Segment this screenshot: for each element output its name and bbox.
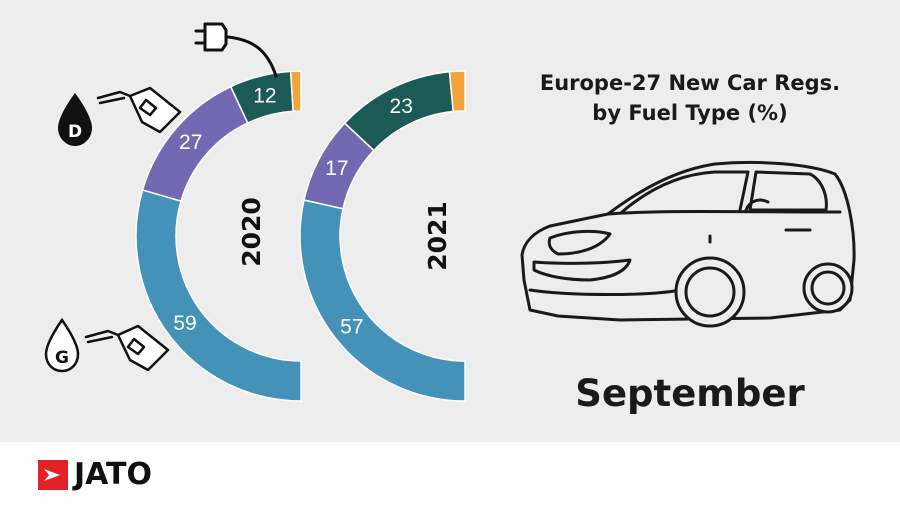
diesel-pump-icon: D <box>58 86 182 146</box>
data-label-2021-electrified: 23 <box>390 95 413 118</box>
jato-logo-icon <box>38 460 68 490</box>
year-label-2020: 2020 <box>237 197 266 267</box>
data-label-2021-diesel: 17 <box>325 157 348 180</box>
jato-logo: JATO <box>38 458 152 492</box>
data-label-2020-diesel: 27 <box>179 131 202 154</box>
plug-icon <box>194 22 278 78</box>
slice-2020-gasoline <box>135 189 302 402</box>
gasoline-pump-icon: G <box>44 317 170 373</box>
slice-2020-other <box>289 70 302 113</box>
chart-title-line-1: Europe-27 New Car Regs. <box>539 71 841 95</box>
car-icon <box>520 160 856 328</box>
slice-2021-other <box>448 70 466 113</box>
diesel-drop-letter: D <box>68 122 82 142</box>
half-donut-charts: 59 27 12 2020 57 17 23 2021 D G <box>44 22 466 402</box>
month-label: September <box>575 372 805 415</box>
chart-title-line-2: by Fuel Type (%) <box>592 101 788 125</box>
year-label-2021: 2021 <box>423 201 452 271</box>
chart-title: Europe-27 New Car Regs. by Fuel Type (%) <box>480 68 900 128</box>
jato-logo-text: JATO <box>74 457 153 492</box>
data-label-2021-gasoline: 57 <box>340 316 363 339</box>
gasoline-drop-letter: G <box>55 348 69 368</box>
data-label-2020-gasoline: 59 <box>173 312 196 335</box>
data-label-2020-electrified: 12 <box>253 85 276 108</box>
